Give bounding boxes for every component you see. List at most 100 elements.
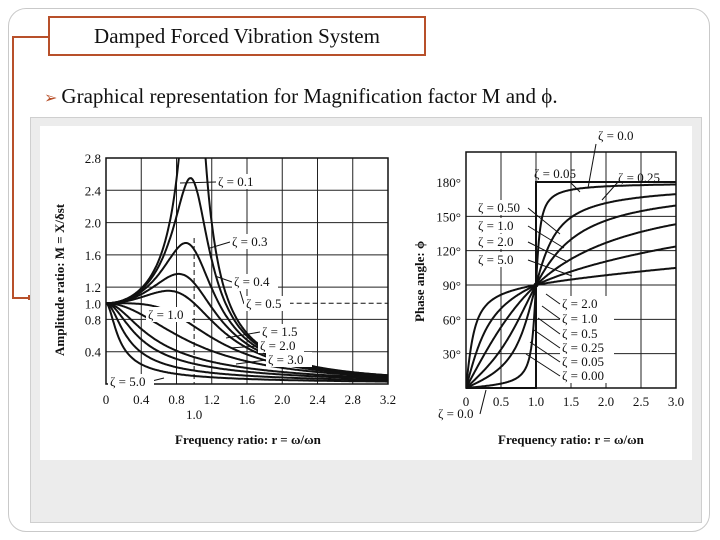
x-tick-label: 0.5 [493, 394, 509, 409]
amplitude-ratio-chart: 0.40.81.01.21.62.02.42.80 0.4 0.81.01.2 1.6… [52, 151, 396, 447]
zeta-annotation: ζ = 0.5 [246, 296, 281, 311]
annotation-leader [569, 181, 581, 193]
connector-line [12, 36, 14, 299]
y-tick-label: 2.8 [85, 151, 101, 166]
annotation-leader [533, 329, 561, 349]
annotation-leader [214, 275, 233, 283]
zeta-annotation: ζ = 1.0 [562, 311, 597, 326]
annotation-bg [244, 296, 290, 311]
annotation-leader [601, 181, 619, 201]
y-tick-label: 90° [443, 278, 461, 293]
x-tick-label: 0.4 [133, 392, 150, 407]
annotation-bg [266, 352, 312, 367]
series-line [466, 183, 676, 389]
x-tick-label: 1.2 [204, 392, 220, 407]
x-tick-label: 2.4 [309, 392, 326, 407]
zeta-annotation: ζ = 0.0 [438, 406, 473, 421]
series-line [106, 302, 388, 379]
zeta-annotation: ζ = 2.0 [478, 234, 513, 249]
annotation-leader [525, 353, 561, 377]
y-tick-label: 2.0 [85, 216, 101, 231]
annotation-bg [476, 200, 528, 215]
slide-title: Damped Forced Vibration System [94, 23, 380, 48]
x-tick-label: 1.0 [528, 394, 544, 409]
chart-panel: 0.4 0.8 1.0 1.2 1.6 2.0 2.4 2.8 0 0.4 0.8 1.0 1.2 1.6… [40, 126, 692, 460]
plot-frame [105, 157, 389, 385]
phase-angle-chart: 30° 60° 90° 120° 150° 180° 0 0.5 1.0 1.5 2.0 2.5 3.0… [412, 128, 684, 447]
zeta-annotation: ζ = 0.3 [232, 234, 267, 249]
zeta-annotation: ζ = 0.50 [478, 200, 520, 215]
zeta-annotation: ζ = 3.0 [268, 352, 303, 367]
subtitle-text: Graphical representation for Magnificati… [61, 84, 558, 108]
x-tick-label: 1.0 [186, 407, 202, 422]
annotation-bg [476, 234, 528, 249]
y-tick-label: 180° [436, 175, 461, 190]
annotation-bg [560, 368, 614, 383]
zeta-annotation: ζ = 5.0 [110, 374, 145, 389]
annotation-bg [230, 234, 276, 249]
x-tick-label: 2.0 [274, 392, 290, 407]
connector-line [12, 297, 30, 299]
slide-subtitle: ➢ Graphical representation for Magnificat… [44, 84, 558, 109]
zeta-annotation: ζ = 1.0 [148, 307, 183, 322]
slide-frame [8, 8, 710, 532]
series-line [466, 266, 676, 389]
y-tick-label: 0.8 [85, 312, 101, 327]
y-tick-label: 1.6 [85, 248, 102, 263]
annotation-leader [527, 241, 569, 263]
x-tick-label: 3.0 [668, 394, 684, 409]
annotation-bg [560, 311, 614, 326]
x-tick-label: 1.6 [239, 392, 256, 407]
series-line [466, 193, 676, 389]
x-tick-label: 0 [463, 394, 470, 409]
plot-frame [465, 151, 677, 389]
y-tick-label: 1.2 [85, 280, 101, 295]
annotation-bg [146, 307, 192, 322]
x-tick-label: 1.5 [563, 394, 579, 409]
x-axis-label: Frequency ratio: r = ω/ωn [175, 432, 322, 447]
series-line [106, 302, 388, 383]
annotation-leader [545, 293, 561, 305]
charts-svg: 0.40.81.01.21.62.02.42.80 0.4 0.81.01.2 1.6… [52, 128, 684, 447]
x-tick-label: 2.8 [345, 392, 361, 407]
zeta-annotation: ζ = 0.0 [598, 128, 633, 143]
annotation-bg [560, 326, 614, 341]
annotation-leader [529, 341, 561, 363]
y-tick-label: 120° [436, 244, 461, 259]
y-tick-label: 0.4 [85, 345, 102, 360]
annotation-leader [527, 207, 561, 235]
y-tick-label: 1.0 [85, 296, 101, 311]
x-tick-label: 3.2 [380, 392, 396, 407]
x-tick-label: 0 [103, 392, 110, 407]
annotation-bg [560, 340, 614, 355]
slide-title-box: Damped Forced Vibration System [48, 16, 426, 56]
series-line [466, 223, 676, 389]
zeta-annotation: ζ = 0.05 [534, 166, 576, 181]
annotation-leader [587, 143, 597, 189]
connector-line [12, 36, 48, 38]
x-tick-label: 2.5 [633, 394, 649, 409]
arrow-bullet-icon: ➢ [44, 90, 58, 107]
zeta-annotation: ζ = 0.5 [562, 326, 597, 341]
x-tick-label: 2.0 [598, 394, 614, 409]
annotation-leader [239, 290, 245, 305]
series-line [106, 302, 388, 378]
zeta-annotation: ζ = 1.0 [478, 218, 513, 233]
series-line [466, 204, 676, 389]
y-tick-label: 2.4 [85, 183, 102, 198]
annotation-bg [476, 218, 528, 233]
annotation-leader [229, 345, 259, 349]
annotation-leader [527, 225, 565, 249]
y-axis-label: Phase angle: ϕ [412, 241, 427, 322]
annotation-bg [108, 374, 154, 389]
zeta-annotation: ζ = 5.0 [478, 252, 513, 267]
zeta-annotation: ζ = 1.5 [262, 324, 297, 339]
zeta-annotation: ζ = 2.0 [260, 338, 295, 353]
annotation-leader [541, 305, 561, 320]
zeta-annotation: ζ = 0.25 [562, 340, 604, 355]
series-line [106, 302, 388, 380]
x-axis-label: Frequency ratio: r = ω/ωn [498, 432, 645, 447]
y-tick-label: 30° [443, 347, 461, 362]
zeta-annotation: ζ = 0.05 [562, 354, 604, 369]
series-line [466, 245, 676, 389]
